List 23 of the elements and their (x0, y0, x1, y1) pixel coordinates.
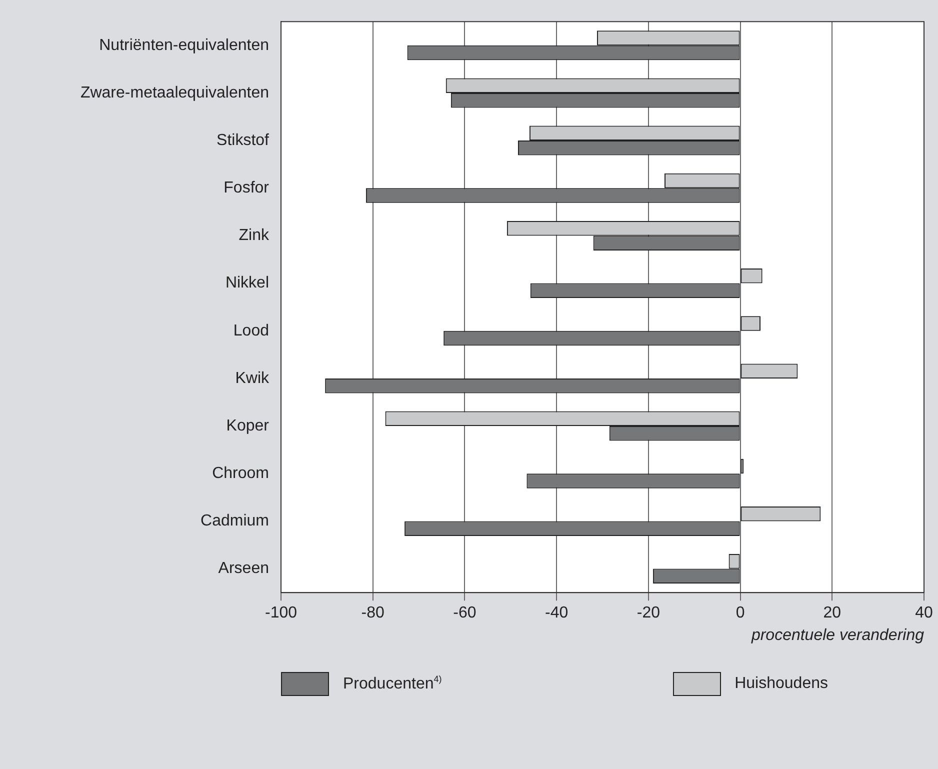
x-axis-title: procentuele verandering (750, 626, 924, 644)
y-tick-label: Kwik (235, 370, 270, 387)
y-tick-label: Arseen (218, 560, 269, 578)
x-tick-label: 20 (823, 604, 842, 622)
x-tick-label: 0 (736, 604, 745, 622)
y-tick-label: Nutriënten-equivalenten (99, 36, 269, 54)
x-tick-label: -60 (453, 604, 476, 622)
y-tick-label: Nikkel (225, 274, 269, 292)
y-tick-label: Lood (233, 322, 269, 340)
y-tick-label: Stikstof (216, 132, 270, 149)
y-tick-label: Fosfor (224, 180, 270, 197)
y-tick-label: Zink (238, 227, 270, 244)
x-tick-label: 40 (915, 604, 933, 622)
x-tick-label: -40 (545, 604, 568, 622)
y-tick-label: Koper (226, 417, 270, 434)
y-tick-label: Zware-metaalequivalenten (80, 84, 269, 102)
legend-label: Producenten$^{4)}$ (343, 674, 442, 694)
x-tick-label: -100 (264, 604, 298, 622)
legend-label: Huishoudens (734, 675, 828, 693)
y-tick-label: Chroom (212, 465, 269, 482)
x-tick-label: -80 (361, 604, 385, 622)
x-tick-label: -20 (636, 604, 660, 622)
y-tick-label: Cadmium (200, 512, 269, 530)
